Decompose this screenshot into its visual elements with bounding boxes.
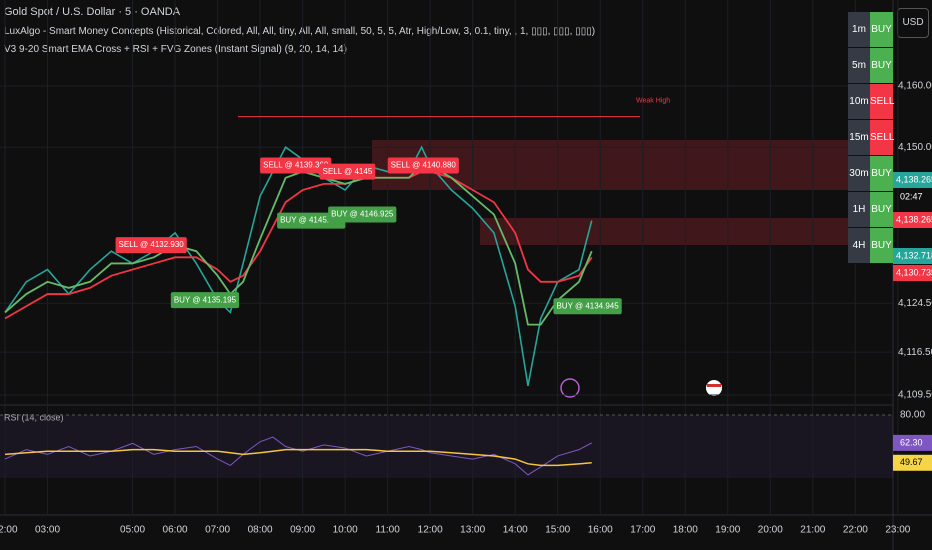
signal-row: 1m BUY [848, 12, 893, 48]
price-badge [893, 265, 932, 281]
currency-button[interactable]: USD [897, 8, 929, 38]
line-1 [4, 170, 593, 320]
signal-badge [319, 163, 376, 180]
y-tick-label: 4,160.000 [898, 81, 932, 92]
x-tick-label: 05:00 [120, 525, 145, 536]
x-tick-label: 20:00 [758, 525, 783, 536]
x-tick-label: 18:00 [673, 525, 698, 536]
rsi-badge [893, 434, 932, 451]
x-tick-label: 08:00 [248, 525, 273, 536]
signal-value: BUY [870, 12, 893, 47]
rsi-title: RSI (14, close) [4, 412, 64, 422]
x-tick-label: 03:00 [35, 525, 60, 536]
x-tick-label: 11:00 [376, 525, 401, 536]
x-tick-label: 15:00 [545, 525, 570, 536]
y-tick-label: 4,124.500 [898, 298, 932, 309]
signal-badge [170, 292, 240, 309]
price-badge-label: 4,138.265 [896, 174, 932, 184]
price-badge [893, 172, 932, 188]
line-2 [4, 164, 593, 326]
timeframe: 30m [848, 156, 870, 191]
x-tick-label: 23:00 [885, 525, 910, 536]
price-badge-label: 4,138.265 [896, 214, 932, 224]
x-tick-label: 17:00 [630, 525, 655, 536]
timeframe: 1H [848, 192, 870, 227]
y-tick-label: 4,116.500 [898, 347, 932, 358]
signal-value: BUY [870, 48, 893, 83]
x-tick-label: 09:00 [290, 525, 315, 536]
rsi-badge-label: 49.67 [900, 457, 923, 467]
x-tick-label: 16:00 [588, 525, 613, 536]
y-tick-label: 4,150.000 [898, 142, 932, 153]
signal-value: SELL [870, 84, 894, 119]
signal-badge [115, 237, 187, 254]
x-tick-label: 14:00 [503, 525, 528, 536]
signal-badge [277, 212, 346, 229]
signal-row: 5m BUY [848, 48, 893, 84]
indicator: V3 9-20 Smart EMA Cross + RSI + FVG Zone… [4, 44, 347, 55]
signal-row: 15m SELL [848, 120, 894, 156]
timeframe: 4H [848, 228, 870, 263]
signal-label: BUY @ 4134.945 [556, 301, 619, 310]
signal-label: SELL @ 4140.880 [391, 161, 457, 170]
symbol: Gold Spot / U.S. Dollar · 5 · OANDA [4, 6, 181, 18]
x-tick-label: 07:00 [205, 525, 230, 536]
timeframe: 15m [848, 120, 870, 155]
price-badge-label: 4,132.718 [896, 250, 932, 260]
signal-label: BUY @ 4145.380 [280, 216, 343, 225]
weak-high-label: Weak High [636, 97, 670, 104]
signal-value: BUY [870, 192, 893, 227]
signal-label: BUY @ 4146.925 [331, 210, 394, 219]
timeframe: 5m [848, 48, 870, 83]
x-tick-label: 12:00 [418, 525, 443, 536]
signal-badge [260, 157, 332, 174]
x-tick-label: 19:00 [715, 525, 740, 536]
signal-label: BUY @ 4135.195 [174, 295, 237, 304]
signal-badge [328, 206, 397, 223]
signal-badge [387, 157, 459, 174]
rsi-badge [893, 454, 932, 471]
x-tick-label: 02:00 [0, 525, 18, 536]
signal-row: 10m SELL [848, 84, 894, 120]
line-0 [4, 145, 593, 386]
rsi-badge-label: 62.30 [900, 437, 923, 447]
countdown: 02:47 [900, 191, 923, 201]
signal-row: 30m BUY [848, 156, 893, 192]
signal-label: SELL @ 4145 [323, 167, 373, 176]
rsi-line [4, 436, 592, 476]
price-badge-label: 4,130.735 [896, 267, 932, 277]
signal-label: SELL @ 4132.930 [119, 240, 185, 249]
indicator: LuxAlgo - Smart Money Concepts (Historic… [4, 26, 596, 37]
signal-value: SELL [870, 120, 894, 155]
price-badge [893, 248, 932, 264]
signal-row: 4H BUY [848, 228, 893, 264]
signal-row: 1H BUY [848, 192, 893, 228]
timeframe: 1m [848, 12, 870, 47]
timeframe: 10m [848, 84, 870, 119]
x-tick-label: 22:00 [843, 525, 868, 536]
x-tick-label: 06:00 [163, 525, 188, 536]
price-badge [893, 212, 932, 228]
rsi-tick-label: 80.00 [900, 410, 925, 421]
signal-table: 1m BUY 5m BUY 10m SELL 15m SELL 30m BUY 1H BUY 4H BUY [848, 12, 894, 264]
x-tick-label: 21:00 [800, 525, 825, 536]
signal-value: BUY [870, 228, 893, 263]
signal-badge [553, 298, 622, 315]
x-tick-label: 10:00 [333, 525, 358, 536]
signal-label: SELL @ 4139.360 [263, 161, 329, 170]
y-tick-label: 4,109.500 [898, 390, 932, 401]
x-tick-label: 13:00 [460, 525, 485, 536]
signal-value: BUY [870, 156, 893, 191]
rsi-ma-line [4, 448, 592, 467]
